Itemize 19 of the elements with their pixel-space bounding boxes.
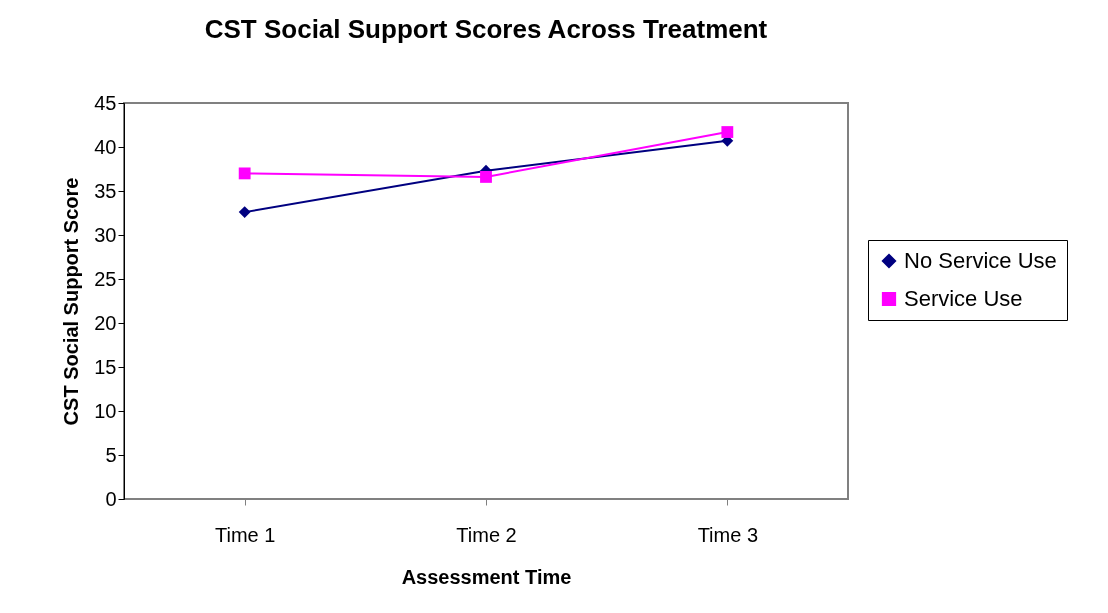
x-tick-label: Time 1 bbox=[214, 523, 276, 546]
y-tick-label: 0 bbox=[105, 487, 117, 510]
y-tick-label: 35 bbox=[94, 179, 117, 202]
x-axis-title: Assessment Time bbox=[401, 565, 572, 588]
y-tick-label: 40 bbox=[94, 135, 117, 158]
legend-label: No Service Use bbox=[904, 248, 1057, 273]
legend-label: Service Use bbox=[904, 286, 1023, 311]
y-tick-label: 25 bbox=[94, 267, 117, 290]
chart-title: CST Social Support Scores Across Treatment bbox=[204, 14, 768, 44]
y-tick-label: 15 bbox=[94, 355, 117, 378]
x-tick-label: Time 2 bbox=[456, 523, 517, 546]
y-tick-label: 30 bbox=[94, 223, 117, 246]
y-tick-label: 45 bbox=[94, 91, 117, 114]
y-tick-label: 10 bbox=[94, 399, 117, 422]
y-tick-label: 20 bbox=[94, 311, 117, 334]
y-axis-title: CST Social Support Score bbox=[60, 177, 83, 426]
y-tick-label: 5 bbox=[105, 443, 117, 466]
point bbox=[238, 206, 251, 219]
x-tick-label: Time 3 bbox=[697, 523, 759, 546]
